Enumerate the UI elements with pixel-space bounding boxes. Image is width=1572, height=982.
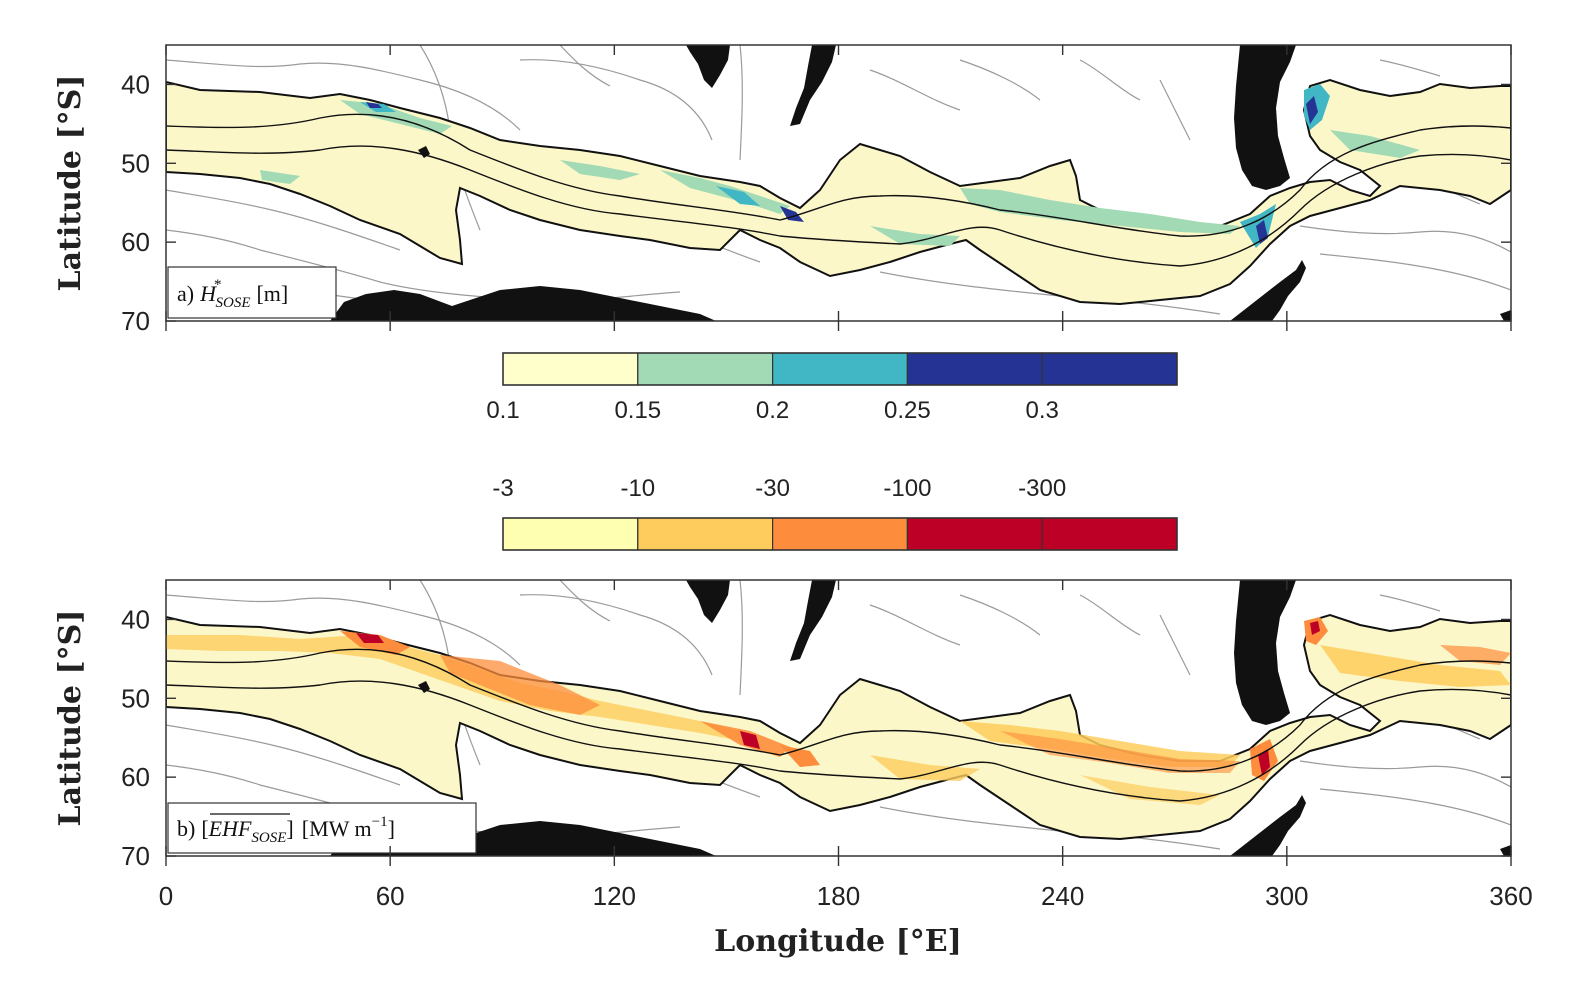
- acc-band-a: [166, 78, 1511, 306]
- y-tick-label: 40: [121, 604, 150, 634]
- colorbar-segment: [906, 517, 1043, 551]
- colorbar-segment: [637, 517, 774, 551]
- colorbar-segment: [906, 352, 1043, 386]
- colorbar-segment: [771, 352, 908, 386]
- y-tick-label: 40: [121, 69, 150, 99]
- colorbar-tick-label: 0.2: [756, 397, 789, 424]
- colorbar-tick-label: 0.1: [486, 397, 519, 424]
- y-tick-label: 70: [121, 841, 150, 871]
- y-tick-label: 70: [121, 306, 150, 336]
- panel-b-fronts: [166, 648, 1511, 802]
- axes: 40 50 60 70 40 50 60 70 0 60 120 180 240 300 360: [121, 45, 1533, 911]
- colorbar-tick-label: -3: [492, 475, 513, 502]
- x-tick-label: 300: [1265, 881, 1308, 911]
- colorbar-tick-label: 0.15: [614, 397, 661, 424]
- y-axis-label-b: Latitude [°S]: [53, 609, 88, 826]
- x-tick-label: 120: [593, 881, 636, 911]
- panel-b-label: b) [EHFSOSE] [MW m−1]: [167, 802, 477, 854]
- x-tick-label: 240: [1041, 881, 1084, 911]
- svg-text:b)[EHFSOSE][MW m−1]: b) [EHFSOSE] [MW m−1]: [177, 814, 395, 846]
- colorbar-tick-label: -10: [620, 475, 655, 502]
- colorbar-segment: [502, 517, 639, 551]
- y-tick-label: 60: [121, 227, 150, 257]
- panel-b-patches: [166, 617, 1511, 805]
- colorbar-segment: [1041, 517, 1178, 551]
- svg-text:a)H*SOSE[m]: a) H* SOSE [m]: [177, 277, 288, 311]
- y-tick-label: 50: [121, 683, 150, 713]
- panel-a-fronts: [166, 113, 1511, 267]
- colorbar-tick-label: 0.25: [884, 397, 931, 424]
- colorbar-frame: [502, 352, 1178, 386]
- colorbar-tick-label: -300: [1018, 475, 1066, 502]
- colorbar-segment: [771, 517, 908, 551]
- panel-a: a) H* SOSE [m]: [165, 44, 1512, 322]
- x-tick-label: 360: [1489, 881, 1532, 911]
- colorbar-a: 0.1 0.15 0.2 0.25 0.3: [486, 352, 1178, 424]
- colorbar-tick-label: -100: [883, 475, 931, 502]
- x-tick-label: 0: [159, 881, 173, 911]
- colorbar-tick-label: -30: [755, 475, 790, 502]
- x-tick-label: 180: [817, 881, 860, 911]
- y-tick-label: 50: [121, 148, 150, 178]
- colorbar-segment: [637, 352, 774, 386]
- colorbar-tick-label: 0.3: [1026, 397, 1059, 424]
- panel-a-label: a) H* SOSE [m]: [167, 266, 337, 319]
- y-tick-label: 60: [121, 762, 150, 792]
- colorbar-segment: [1041, 352, 1178, 386]
- panel-b: b) [EHFSOSE] [MW m−1]: [165, 579, 1512, 857]
- colorbar-b: -3 -10 -30 -100 -300: [492, 475, 1178, 551]
- x-axis-label: Longitude [°E]: [714, 924, 962, 959]
- y-axis-label-a: Latitude [°S]: [53, 74, 88, 291]
- x-tick-label: 60: [376, 881, 405, 911]
- colorbar-frame: [502, 517, 1178, 551]
- colorbar-segment: [502, 352, 639, 386]
